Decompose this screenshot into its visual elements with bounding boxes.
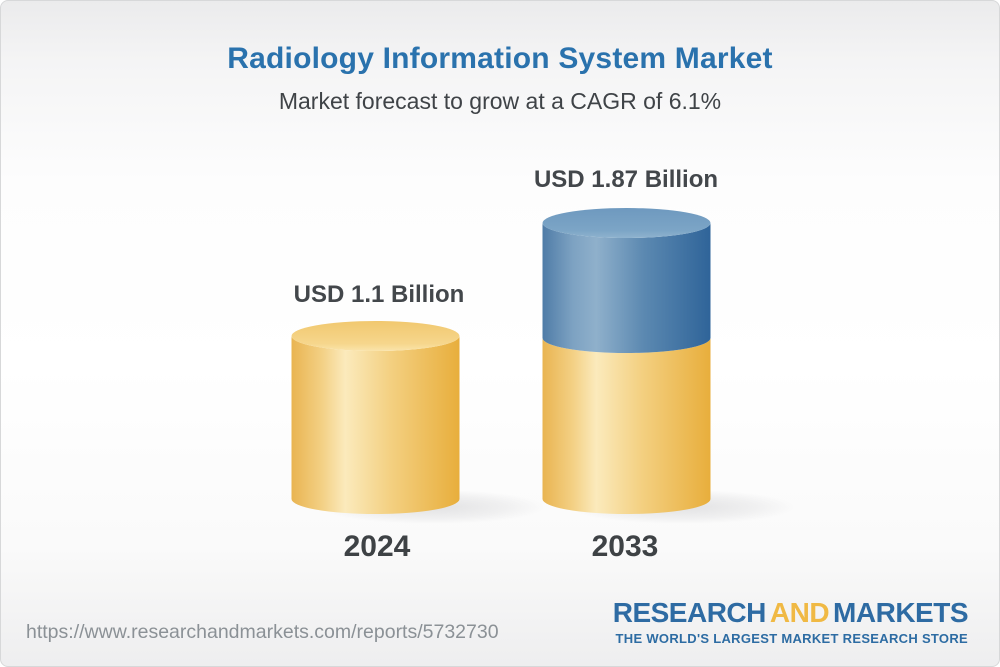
research-and-markets-logo: RESEARCH AND MARKETS THE WORLD'S LARGEST M… — [612, 597, 969, 646]
category-label-2024: 2024 — [343, 530, 411, 563]
category-label-2033: 2033 — [591, 530, 659, 563]
page-title: Radiology Information System Market — [227, 42, 773, 75]
logo-word-markets: MARKETS — [833, 597, 968, 628]
value-label-2033: USD 1.87 Billion — [533, 166, 719, 193]
bar-2024 — [291, 321, 460, 514]
bar-2024-top — [291, 321, 460, 351]
logo-tagline: THE WORLD'S LARGEST MARKET RESEARCH STOR… — [615, 630, 968, 646]
logo-wordmark: RESEARCH AND MARKETS — [612, 597, 969, 629]
bar-2033 — [542, 208, 711, 514]
logo-word-research: RESEARCH — [612, 597, 767, 628]
page-subtitle: Market forecast to grow at a CAGR of 6.1… — [278, 88, 722, 114]
logo-word-and: AND — [769, 597, 830, 628]
bar-2024-side — [291, 336, 460, 514]
bar-2033-top — [542, 208, 711, 238]
report-url: https://www.researchandmarkets.com/repor… — [26, 621, 499, 643]
bar-2033-base-segment — [542, 338, 711, 514]
value-label-2024: USD 1.1 Billion — [293, 281, 465, 308]
bar-2033-growth-segment — [542, 223, 711, 353]
